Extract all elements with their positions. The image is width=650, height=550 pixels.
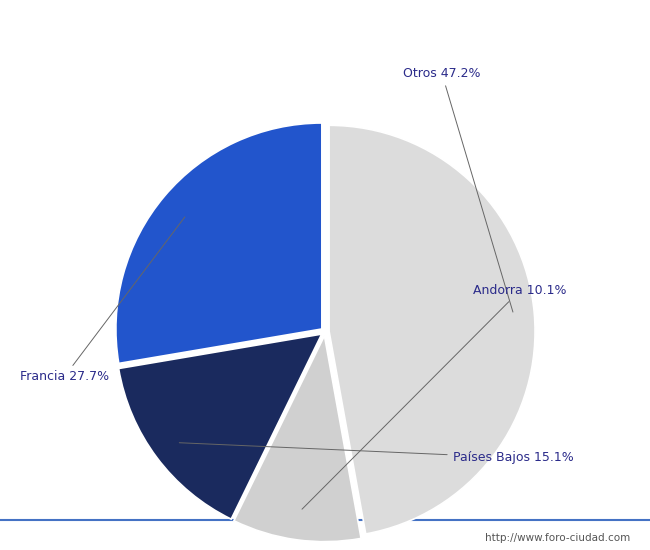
Wedge shape — [116, 123, 322, 364]
Text: Países Bajos 15.1%: Países Bajos 15.1% — [179, 443, 573, 464]
Wedge shape — [119, 334, 322, 519]
Text: Otros 47.2%: Otros 47.2% — [403, 67, 513, 312]
Text: Andorra 10.1%: Andorra 10.1% — [302, 284, 567, 509]
Wedge shape — [329, 125, 535, 534]
Wedge shape — [234, 336, 361, 542]
Text: Ribes de Freser - Turistas extranjeros según país - Abril de 2024: Ribes de Freser - Turistas extranjeros s… — [60, 12, 590, 30]
Text: Francia 27.7%: Francia 27.7% — [20, 217, 185, 383]
Text: http://www.foro-ciudad.com: http://www.foro-ciudad.com — [486, 534, 630, 543]
